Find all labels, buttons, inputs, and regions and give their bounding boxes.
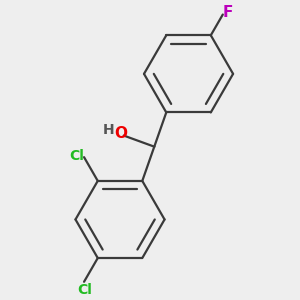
Text: H: H	[103, 123, 114, 137]
Text: Cl: Cl	[77, 283, 92, 297]
Text: F: F	[223, 5, 233, 20]
Text: O: O	[115, 126, 128, 141]
Text: Cl: Cl	[69, 149, 84, 163]
